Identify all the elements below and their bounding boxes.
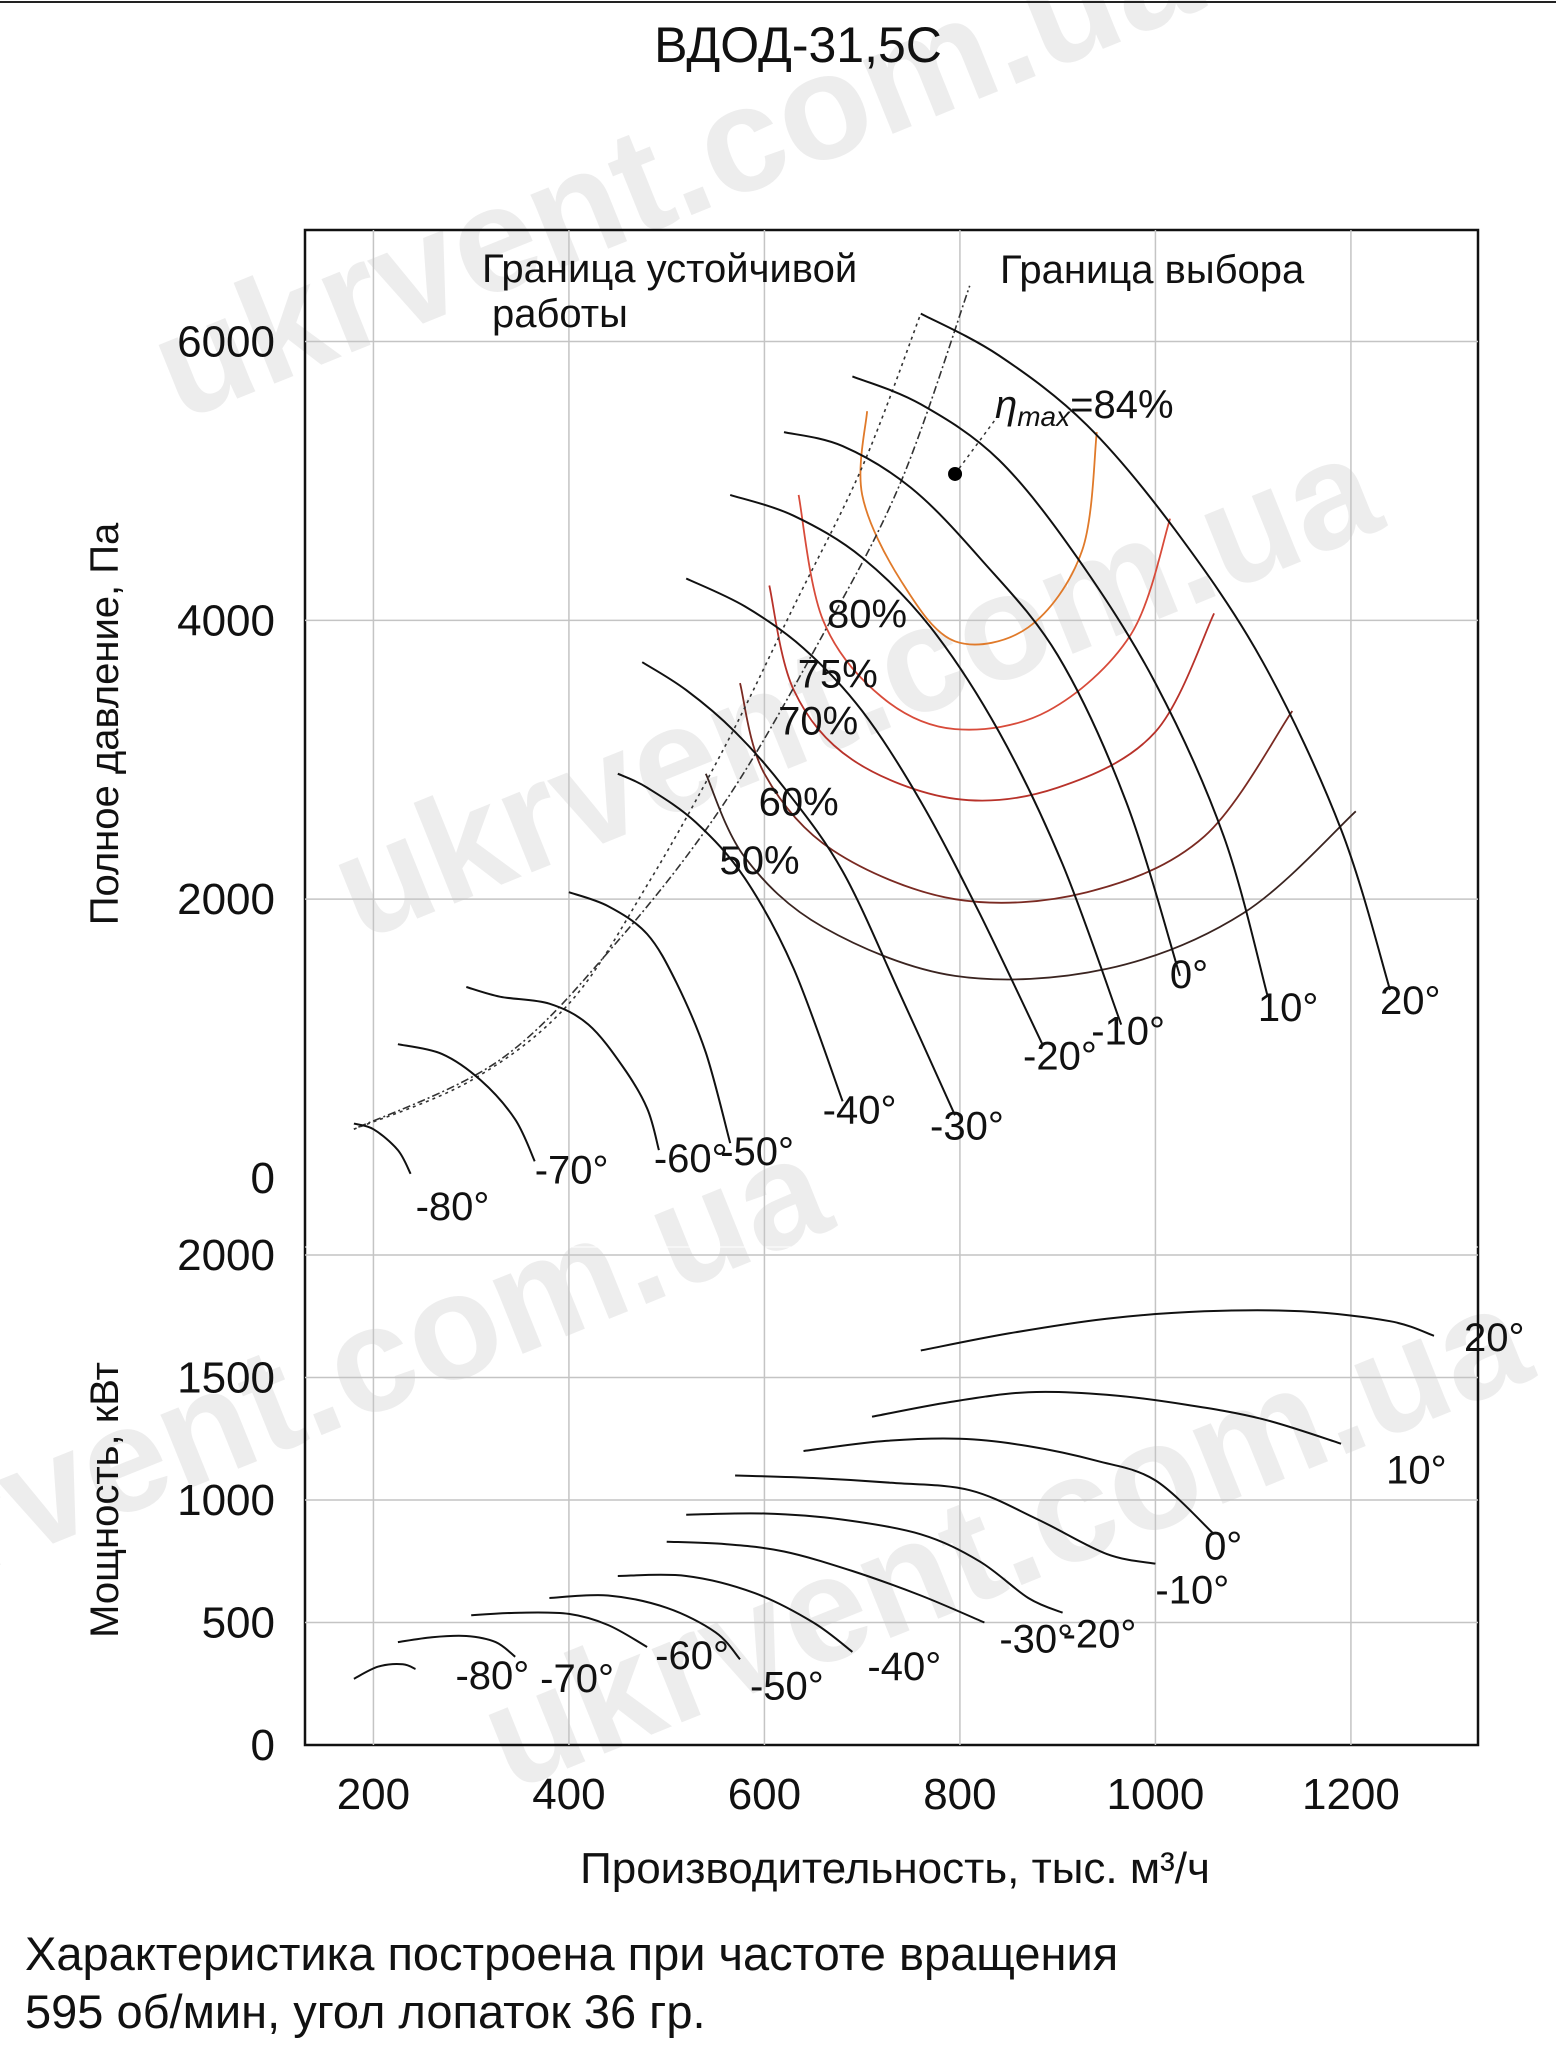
angle-label-pressure: 20° [1380,979,1441,1023]
efficiency-contour [797,494,1171,731]
pressure-curve [641,661,956,1116]
pressure-curve [729,493,1123,1025]
selection-boundary-label: Граница выбора [1000,248,1305,292]
power-curve [471,1611,648,1648]
caption-line-2: 595 об/мин, угол лопаток 36 гр. [25,1985,706,2038]
y-tick-label-pressure: 0 [251,1154,275,1203]
x-tick-label: 400 [532,1770,605,1819]
power-curve [666,1540,985,1624]
x-tick-label: 200 [337,1770,410,1819]
angle-label-pressure: -60° [654,1137,728,1181]
power-curve [353,1663,416,1680]
y-axis-label-pressure: Полное давление, Па [83,522,127,925]
efficiency-label: 75% [798,652,878,696]
y-tick-label-pressure: 2000 [177,875,275,924]
y-axis-label-power: Мощность, кВт [83,1362,127,1638]
angle-label-power: -40° [867,1645,941,1689]
y-tick-label-power: 2000 [177,1231,275,1280]
eta-max-label: ηmax=84% [995,383,1174,432]
angle-label-power: -30° [999,1618,1073,1662]
efficiency-label: 50% [720,839,800,883]
fan-performance-chart: 200 400 600 800 1000 1200 0 2000 4000 6000 0 500 100… [0,1,1556,1893]
angle-label-power: -60° [655,1634,729,1678]
efficiency-contour [768,585,1215,802]
power-curve [617,1573,854,1653]
angle-label-pressure: -10° [1091,1010,1165,1054]
angle-label-pressure: -20° [1023,1035,1097,1079]
power-curve [803,1437,1215,1536]
y-tick-label-power: 0 [251,1721,275,1770]
efficiency-contour [704,773,1357,981]
pressure-curve [685,577,1044,1047]
boundary-line [353,313,922,1130]
caption: Характеристика построена при частоте вра… [25,1925,1525,2041]
efficiency-contour [859,411,1098,646]
pressure-curve [852,375,1269,998]
angle-label-power: -20° [1063,1613,1137,1657]
efficiency-contour [739,682,1294,904]
y-tick-label-power: 500 [202,1599,275,1648]
angle-label-pressure: -70° [535,1148,609,1192]
pressure-curve [783,431,1181,977]
pressure-curve [353,1122,412,1175]
x-axis-label: Производительность, тыс. м³/ч [580,1844,1210,1893]
eta-max-point [948,466,963,481]
power-curve [920,1309,1435,1352]
angle-label-power: 10° [1386,1449,1447,1493]
y-tick-label-pressure: 4000 [177,596,275,645]
plot-frame [303,228,1480,1747]
x-tick-label: 1000 [1106,1770,1204,1819]
pressure-curve [920,312,1391,991]
x-tick-label: 800 [923,1770,996,1819]
power-curve [735,1474,1156,1565]
angle-label-pressure: 10° [1258,986,1319,1030]
boundary-line [353,285,971,1130]
y-tick-label-power: 1500 [177,1354,275,1403]
angle-label-pressure: -30° [930,1104,1004,1148]
pressure-curve [568,891,732,1144]
angle-label-power: -50° [750,1664,824,1708]
angle-label-power: -80° [455,1654,529,1698]
angle-label-power: -10° [1155,1569,1229,1613]
chart-title: ВДОД-31,5С [654,17,942,73]
angle-label-power: -70° [540,1657,614,1701]
stable-boundary-label: Граница устойчивой [482,247,857,291]
efficiency-label: 80% [827,592,907,636]
y-tick-label-pressure: 6000 [177,318,275,367]
x-tick-label: 600 [728,1770,801,1819]
angle-label-power: 0° [1204,1524,1242,1568]
y-tick-label-power: 1000 [177,1476,275,1525]
power-curve [549,1594,741,1660]
stable-boundary-label-2: работы [492,292,628,336]
efficiency-label: 60% [759,781,839,825]
angle-label-pressure: -80° [416,1185,490,1229]
power-curve [686,1512,1063,1614]
efficiency-label: 70% [778,700,858,744]
power-curve [871,1390,1342,1445]
angle-label-pressure: -50° [720,1130,794,1174]
power-curve [397,1634,516,1658]
angle-label-pressure: 0° [1170,953,1208,997]
angle-label-power: 20° [1464,1316,1525,1360]
angle-label-pressure: -40° [823,1088,897,1132]
pressure-curve [617,772,844,1102]
x-tick-label: 1200 [1302,1770,1400,1819]
caption-line-1: Характеристика построена при частоте вра… [25,1927,1119,1980]
pressure-curve [397,1043,536,1162]
pressure-curve [466,986,660,1151]
